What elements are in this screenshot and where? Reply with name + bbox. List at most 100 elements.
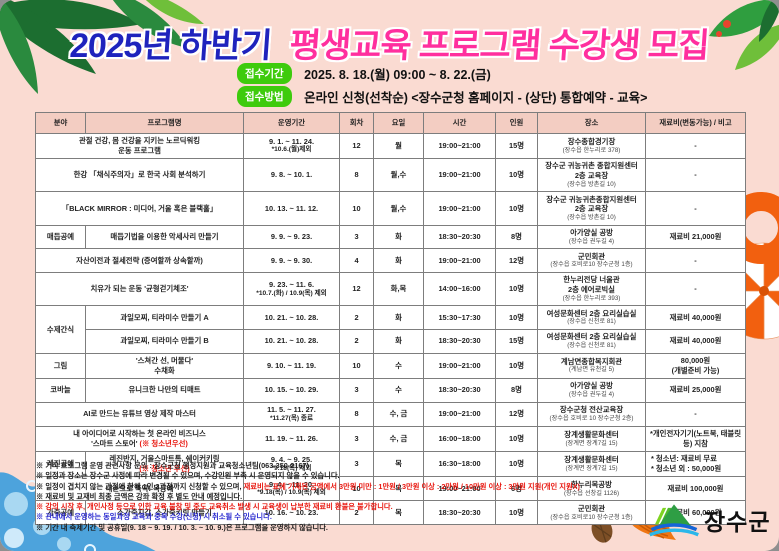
program-name-text: 운동 프로그램: [118, 145, 161, 155]
fee-cell: 재료비 40,000원: [645, 328, 746, 354]
place-address: (장수읍 방촌길 10): [567, 213, 616, 221]
table-row: 수제간식 과일모찌, 티라미수 만들기 A 10. 21. ~ 10. 28. 2 화 1…: [35, 305, 746, 354]
people-cell: 10명: [495, 157, 538, 193]
day-cell: 화: [373, 224, 424, 250]
fee-cell: -: [645, 271, 746, 307]
place-address: (장수읍 선창길 1126): [563, 489, 620, 497]
program-name-text: 관절 건강, 몸 건강을 지키는 노르딕워킹: [78, 136, 201, 146]
table-row: 매듭공예 매듭기법을 이용한 악세사리 만들기 9. 9. ~ 9. 23. 3 화 18…: [35, 224, 746, 250]
program-name-text: 과일모찌, 티라미수 만들기 B: [120, 336, 209, 346]
place-cell: 아가양실 공방 (장수읍 권두길 4): [537, 377, 646, 403]
program-name-cell: 매듭기법을 이용한 악세사리 만들기: [85, 224, 244, 250]
program-name-line: 매듭기법을 이용한 악세사리 만들기: [87, 232, 242, 242]
jangsu-logo: 장수군: [648, 500, 770, 540]
program-name-text: (※ 청소년 우선): [139, 464, 190, 474]
column-header-7: 장소: [537, 112, 646, 134]
people-cell: 15명: [495, 132, 538, 159]
place-address: (장수읍 신천로 81): [567, 342, 616, 349]
column-header-2: 운영기간: [243, 112, 340, 134]
sessions-cell: 2: [339, 328, 374, 354]
fee-cell: * 청소년: 재료비 무료 * 청소년 외 : 50,000원: [645, 450, 746, 478]
program-name-text: 수채화: [154, 365, 175, 375]
place-line: 아가양실 공방: [570, 381, 613, 391]
column-header-3: 회차: [339, 112, 374, 134]
footnote-text: ※ 일정이 겹치지 않는 과정에 한해 1인 3과정까지 신청할 수 있으며,: [36, 481, 244, 491]
place-cell: 장계생활문화센터 (장계면 장계7길 15): [537, 425, 646, 452]
sessions-cell: 3: [339, 450, 374, 478]
place-line: 장계생활문화센터: [564, 455, 619, 465]
people-cell: 10명: [495, 500, 538, 526]
sessions-cell: 3: [339, 224, 374, 250]
period-cell: 9. 1. ~ 11. 24. *10.6.(월)제외: [243, 132, 340, 159]
jangsu-logo-text: 장수군: [704, 509, 771, 535]
program-name-cell: 유니크한 나만의 티매트: [85, 377, 244, 403]
column-header-4: 요일: [373, 112, 424, 134]
category-cell: 그림: [35, 352, 86, 379]
place-cell: 장계생활문화센터 (장계면 장계7길 15): [537, 450, 646, 478]
period-line: 9. 8. ~ 10. 1.: [270, 170, 313, 180]
period-cell: 10. 21. ~ 10. 28.: [243, 328, 340, 354]
table-row: 「BLACK MIRROR : 미디어, 거울 혹은 블랙홀」 10. 13. ~…: [35, 191, 746, 226]
sessions-cell: 10: [339, 476, 374, 502]
time-cell: 18:30~20:30: [423, 328, 496, 354]
place-line: 장수군 귀농귀촌종합지원센터: [546, 194, 637, 204]
people-cell: 15명: [495, 328, 538, 354]
program-name-text: 유니크한 나만의 티매트: [128, 385, 201, 395]
period-line: 9. 9. ~ 9. 23.: [270, 232, 313, 242]
fee-cell: 80,000원 (개별준비 가능): [645, 352, 746, 379]
program-name-line: '스마트 스토어' (※ 청소년우선): [37, 439, 242, 449]
people-cell: 8명: [495, 377, 538, 403]
program-name-text: (※ 청소년우선): [139, 438, 188, 448]
day-cell: 화,목: [373, 271, 424, 307]
time-cell: 19:00~21:00: [423, 401, 496, 427]
fee-line: *개인전자기기(노트북, 태블릿 등) 지참: [649, 429, 742, 448]
fee-line: (개별준비 가능): [671, 365, 720, 375]
program-name-text: 내 아이디어로 시작하는 첫 온라인 비즈니스: [73, 429, 206, 439]
place-cell: 장수군청 전산교육장 (장수읍 호비로 10 장수군청 2층): [537, 401, 646, 427]
program-name-line: 레진반지, 거울스마트톡, 쉐이커키링: [87, 454, 242, 464]
day-cell: 수, 금: [373, 401, 424, 427]
sessions-cell: 12: [339, 271, 374, 307]
footnote-text: ※ 관내에서 운영하는 동일과정 교육과 중복 수강(신청) 시 취소될 수 있…: [36, 512, 272, 522]
table-row: 관절 건강, 몸 건강을 지키는 노르딕워킹 운동 프로그램 9. 1. ~ 11.…: [35, 132, 746, 159]
jangsu-emblem-icon: [649, 504, 699, 537]
apply-period-value: 2025. 8. 18.(월) 09:00 ~ 8. 22.(금): [304, 68, 491, 82]
period-line: 10. 13. ~ 11. 12.: [264, 203, 319, 213]
place-address: (장수읍 호비로10 장수군청 1층): [550, 513, 633, 521]
program-name-cell: 한강 「채식주의자」로 한국 사회 분석하기: [35, 157, 244, 193]
fee-line: 재료비 40,000원: [669, 312, 722, 322]
place-cell: 여성문화센터 2층 요리실습실 (장수읍 신천로 81): [537, 328, 646, 354]
page-title: 2025년 하반기 평생교육 프로그램 수강생 모집: [0, 18, 779, 67]
program-name-text: '스쳐간 선, 머물다': [135, 356, 194, 366]
program-name-text: 소가죽지갑, 소가죽키링 만들기: [117, 507, 212, 517]
place-cell: 장수종합경기장 (장수읍 한누리로 378): [537, 132, 646, 159]
period-cell: 9. 23. ~ 11. 6. *10.7.(화) / 10.9(목) 제외: [243, 271, 340, 307]
period-line: 9. 4. ~ 9. 25.: [270, 454, 313, 464]
footnote-line: ※ 재료비 및 교재비 최종 금액은 강좌 확정 후 별도 안내 예정입니다.: [36, 492, 580, 502]
place-line: 한누리목공방: [571, 479, 612, 489]
period-line: 10. 21. ~ 10. 28.: [264, 312, 319, 322]
footnote-line: ※ 기간 내 축제기간 및 공휴일(9. 18 ~ 9. 19. / 10. 3…: [36, 523, 580, 533]
place-cell: 계남면종합복지회관 (계남면 유천길 5): [537, 352, 646, 379]
apply-method-badge: 접수방법: [237, 86, 292, 107]
place-line: 한누리전당 너울관: [563, 275, 620, 285]
time-cell: 18:30~20:30: [423, 377, 496, 403]
table-row: 치유가 되는 운동 '균형걷기체조' 9. 23. ~ 11. 6. *10.7.(…: [35, 271, 746, 307]
period-line: 11. 19. ~ 11. 26.: [265, 434, 318, 443]
footnote-text: ※ 일정과 장소는 장수군 사정에 따라 변경될 수 있으며, 수강인원 부족 …: [36, 471, 340, 481]
people-cell: 10명: [495, 352, 538, 379]
place-line: 2층 에어로빅실: [568, 285, 615, 294]
day-cell: 화: [373, 305, 424, 330]
time-cell: 19:00~21:00: [423, 157, 496, 193]
people-cell: 8명: [495, 224, 538, 250]
place-address: (장계면 장계7길 15): [565, 439, 618, 447]
sessions-cell: 10: [339, 191, 374, 226]
category-cell: 매듭공예: [35, 224, 86, 250]
program-name-text: AI로 만드는 유튜브 영상 제작 마스터: [83, 409, 196, 419]
program-name-text: 한강 「채식주의자」로 한국 사회 분석하기: [73, 170, 206, 180]
time-cell: 19:00~21:00: [423, 352, 496, 379]
program-name-line: 관절 건강, 몸 건강을 지키는 노르딕워킹: [37, 136, 242, 146]
fee-line: 재료비 40,000원: [669, 336, 722, 346]
program-name-cell: '스쳐간 선, 머물다' 수채화: [85, 352, 244, 379]
